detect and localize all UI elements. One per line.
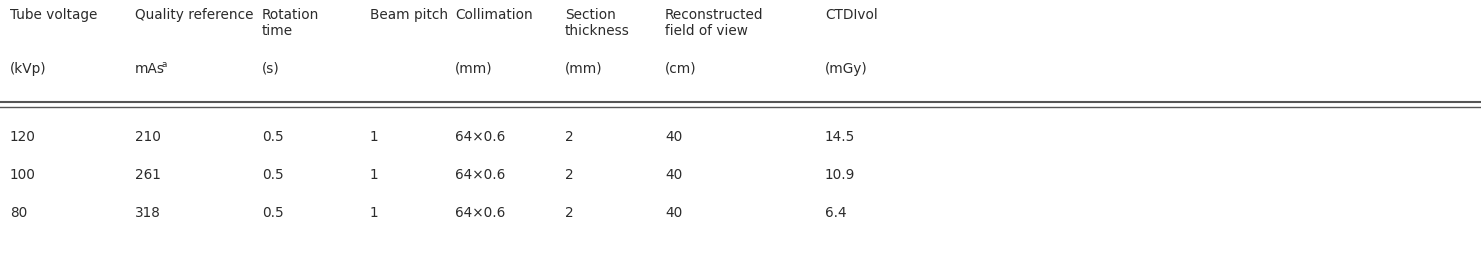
Text: 6.4: 6.4 bbox=[825, 205, 847, 219]
Text: 0.5: 0.5 bbox=[262, 205, 284, 219]
Text: Collimation: Collimation bbox=[455, 8, 533, 22]
Text: (s): (s) bbox=[262, 62, 280, 76]
Text: 40: 40 bbox=[665, 167, 683, 181]
Text: Section
thickness: Section thickness bbox=[564, 8, 629, 38]
Text: (kVp): (kVp) bbox=[10, 62, 46, 76]
Text: 1: 1 bbox=[370, 130, 379, 144]
Text: 120: 120 bbox=[10, 130, 36, 144]
Text: (mm): (mm) bbox=[564, 62, 603, 76]
Text: 14.5: 14.5 bbox=[825, 130, 856, 144]
Text: (mGy): (mGy) bbox=[825, 62, 868, 76]
Text: 2: 2 bbox=[564, 130, 573, 144]
Text: Rotation
time: Rotation time bbox=[262, 8, 320, 38]
Text: 64×0.6: 64×0.6 bbox=[455, 130, 505, 144]
Text: Beam pitch: Beam pitch bbox=[370, 8, 449, 22]
Text: 0.5: 0.5 bbox=[262, 130, 284, 144]
Text: 40: 40 bbox=[665, 205, 683, 219]
Text: Quality reference: Quality reference bbox=[135, 8, 253, 22]
Text: 2: 2 bbox=[564, 167, 573, 181]
Text: (mm): (mm) bbox=[455, 62, 493, 76]
Text: a: a bbox=[161, 60, 167, 69]
Text: 64×0.6: 64×0.6 bbox=[455, 205, 505, 219]
Text: mAs: mAs bbox=[135, 62, 164, 76]
Text: 1: 1 bbox=[370, 167, 379, 181]
Text: 100: 100 bbox=[10, 167, 36, 181]
Text: 64×0.6: 64×0.6 bbox=[455, 167, 505, 181]
Text: Reconstructed
field of view: Reconstructed field of view bbox=[665, 8, 764, 38]
Text: 2: 2 bbox=[564, 205, 573, 219]
Text: 10.9: 10.9 bbox=[825, 167, 856, 181]
Text: 210: 210 bbox=[135, 130, 161, 144]
Text: Tube voltage: Tube voltage bbox=[10, 8, 98, 22]
Text: 80: 80 bbox=[10, 205, 27, 219]
Text: CTDIvol: CTDIvol bbox=[825, 8, 878, 22]
Text: 40: 40 bbox=[665, 130, 683, 144]
Text: 318: 318 bbox=[135, 205, 161, 219]
Text: 1: 1 bbox=[370, 205, 379, 219]
Text: 261: 261 bbox=[135, 167, 161, 181]
Text: (cm): (cm) bbox=[665, 62, 696, 76]
Text: 0.5: 0.5 bbox=[262, 167, 284, 181]
